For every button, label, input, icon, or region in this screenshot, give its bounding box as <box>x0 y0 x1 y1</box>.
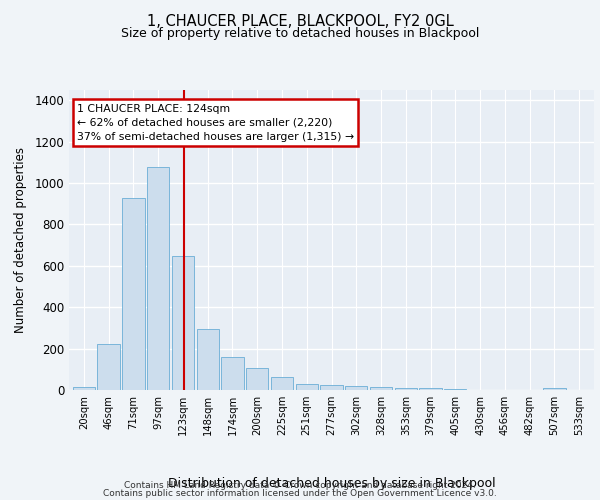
Bar <box>221 357 244 390</box>
Bar <box>172 256 194 390</box>
Bar <box>543 388 566 390</box>
Text: Contains public sector information licensed under the Open Government Licence v3: Contains public sector information licen… <box>103 488 497 498</box>
Text: Size of property relative to detached houses in Blackpool: Size of property relative to detached ho… <box>121 28 479 40</box>
Bar <box>73 387 95 390</box>
Bar <box>271 376 293 390</box>
X-axis label: Distribution of detached houses by size in Blackpool: Distribution of detached houses by size … <box>167 477 496 490</box>
Text: 1, CHAUCER PLACE, BLACKPOOL, FY2 0GL: 1, CHAUCER PLACE, BLACKPOOL, FY2 0GL <box>146 14 454 29</box>
Bar <box>197 329 219 390</box>
Y-axis label: Number of detached properties: Number of detached properties <box>14 147 28 333</box>
Bar <box>395 388 417 390</box>
Bar <box>296 384 318 390</box>
Bar <box>320 386 343 390</box>
Bar <box>370 387 392 390</box>
Bar <box>345 386 367 390</box>
Text: Contains HM Land Registry data © Crown copyright and database right 2024.: Contains HM Land Registry data © Crown c… <box>124 481 476 490</box>
Bar <box>122 198 145 390</box>
Bar <box>246 368 268 390</box>
Bar <box>97 344 120 390</box>
Bar <box>419 388 442 390</box>
Bar <box>147 166 169 390</box>
Text: 1 CHAUCER PLACE: 124sqm
← 62% of detached houses are smaller (2,220)
37% of semi: 1 CHAUCER PLACE: 124sqm ← 62% of detache… <box>77 104 354 142</box>
